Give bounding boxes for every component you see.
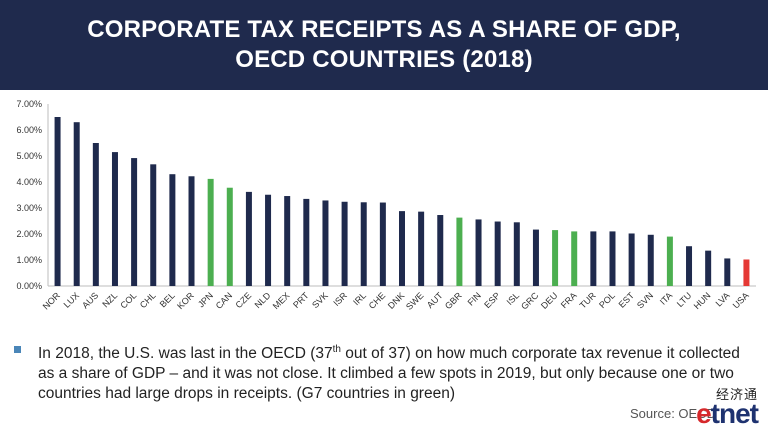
x-tick-label: DEU: [539, 290, 560, 311]
bar-svn: [647, 234, 654, 286]
x-tick-label: ISR: [331, 290, 349, 308]
x-tick-label: CHE: [367, 290, 388, 311]
bar-can: [226, 187, 233, 286]
bar-cze: [245, 191, 252, 286]
bar-ita: [666, 236, 673, 286]
x-tick-label: USA: [731, 290, 751, 310]
x-tick-label: MEX: [271, 290, 292, 311]
bar-tur: [590, 231, 597, 286]
y-tick-label: 0.00%: [16, 281, 42, 291]
bar-esp: [494, 221, 501, 286]
x-tick-label: HUN: [692, 290, 713, 311]
y-tick-label: 4.00%: [16, 177, 42, 187]
etnet-logo: 经济通 etnet: [676, 384, 762, 430]
x-tick-label: NZL: [100, 290, 119, 309]
x-tick-label: AUS: [80, 290, 100, 310]
logo-wordmark: etnet: [696, 398, 759, 430]
bar-lva: [724, 258, 731, 286]
bar-bel: [169, 174, 176, 286]
y-tick-label: 2.00%: [16, 229, 42, 239]
x-tick-label: AUT: [425, 290, 445, 310]
bar-prt: [303, 198, 310, 286]
bar-fin: [475, 219, 482, 286]
x-tick-label: ESP: [482, 290, 502, 310]
bar-nld: [265, 194, 272, 286]
bar-chart: 0.00% 1.00% 2.00% 3.00% 4.00% 5.00% 6.00% 7.00%…: [16, 99, 756, 312]
bar-irl: [360, 202, 367, 286]
bar-grc: [532, 229, 539, 286]
bar-ltu: [686, 246, 693, 286]
x-tick-label: LTU: [675, 290, 694, 309]
bar-pol: [609, 231, 616, 286]
bar-est: [628, 233, 635, 286]
bar-svk: [322, 200, 329, 286]
x-tick-label: ITA: [658, 290, 675, 307]
bar-deu: [552, 230, 559, 286]
x-tick-label: DNK: [386, 290, 407, 311]
logo-letter-e: e: [696, 398, 712, 429]
bar-swe: [418, 211, 425, 286]
x-tick-label: JPN: [196, 290, 215, 309]
bullet-text: In 2018, the U.S. was last in the OECD (…: [38, 340, 752, 404]
bullet-square-icon: [14, 346, 21, 353]
bar-nzl: [111, 152, 118, 286]
y-tick-label: 1.00%: [16, 255, 42, 265]
x-tick-label: CHL: [138, 290, 158, 310]
y-tick-label: 7.00%: [16, 99, 42, 109]
x-tick-label: SVN: [635, 290, 655, 310]
x-tick-label: EST: [617, 290, 637, 310]
x-tick-label: GRC: [519, 290, 541, 312]
bar-fra: [571, 231, 578, 286]
bar-dnk: [399, 211, 405, 286]
bar-usa: [743, 259, 750, 286]
bar-nor: [54, 117, 61, 286]
x-tick-label: LUX: [62, 290, 81, 309]
bar-aus: [92, 143, 99, 286]
source-note: Source: OECD: [630, 406, 716, 421]
x-tick-label: LVA: [714, 290, 732, 308]
x-tick-label: FRA: [559, 290, 579, 310]
y-tick-label: 3.00%: [16, 203, 42, 213]
bullet-text-part-2: out of 37) on how much corporate tax rev…: [38, 345, 740, 403]
bar-col: [131, 158, 138, 286]
x-tick-label: SVK: [310, 290, 330, 310]
x-tick-label: CAN: [214, 290, 235, 311]
bar-isl: [513, 222, 520, 286]
x-tick-label: BEL: [158, 290, 177, 309]
logo-chinese-text: 经济通: [715, 387, 758, 402]
bar-lux: [73, 122, 80, 286]
bullet-note: In 2018, the U.S. was last in the OECD (…: [12, 340, 752, 404]
bar-che: [379, 202, 386, 286]
bar-aut: [437, 215, 444, 286]
x-tick-label: CZE: [234, 290, 254, 310]
x-tick-label: IRL: [351, 290, 368, 307]
bar-jpn: [207, 178, 214, 286]
chart-title-line-1: CORPORATE TAX RECEIPTS AS A SHARE OF GDP…: [87, 16, 681, 43]
y-tick-label: 5.00%: [16, 151, 42, 161]
x-tick-label: PRT: [291, 290, 311, 310]
bar-isr: [341, 201, 348, 286]
bar-hun: [705, 250, 712, 286]
x-tick-label: TUR: [578, 290, 599, 311]
x-tick-label: NOR: [41, 290, 63, 312]
bar-chl: [150, 164, 157, 286]
x-tick-label: GBR: [443, 290, 464, 311]
bar-mex: [284, 196, 291, 286]
bullet-text-part-1: In 2018, the U.S. was last in the OECD (…: [38, 345, 333, 363]
y-tick-label: 6.00%: [16, 125, 42, 135]
x-tick-label: FIN: [466, 290, 483, 307]
x-tick-label: NLD: [253, 290, 273, 310]
chart-title-line-2: OECD COUNTRIES (2018): [235, 46, 533, 73]
x-tick-label: KOR: [175, 290, 196, 311]
title-banner: CORPORATE TAX RECEIPTS AS A SHARE OF GDP…: [0, 0, 768, 90]
x-tick-label: SWE: [404, 290, 426, 312]
bullet-superscript: th: [332, 344, 341, 355]
bar-gbr: [456, 217, 463, 286]
logo-letters-rest: tnet: [710, 398, 759, 429]
bar-kor: [188, 176, 195, 286]
x-tick-label: COL: [118, 290, 138, 310]
x-tick-label: POL: [597, 290, 617, 310]
